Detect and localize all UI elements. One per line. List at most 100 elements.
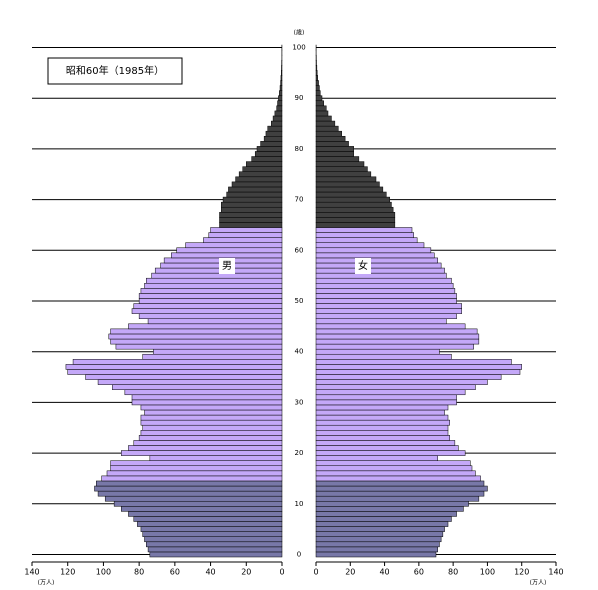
bar: [315, 201, 392, 208]
bar: [315, 440, 456, 446]
bar: [315, 536, 442, 543]
x-tick-label: 40: [205, 568, 215, 577]
bar: [315, 551, 437, 558]
bar: [315, 495, 480, 502]
bar: [94, 485, 283, 492]
bar: [140, 430, 283, 436]
bar: [315, 75, 318, 81]
bars: [65, 44, 522, 558]
bar: [315, 257, 438, 264]
bar: [142, 353, 283, 360]
bar: [315, 333, 480, 340]
bar: [278, 95, 283, 102]
bar: [238, 171, 283, 178]
bar: [315, 323, 466, 330]
bar: [315, 227, 413, 233]
bar: [315, 95, 323, 102]
bar: [315, 485, 488, 492]
bar: [133, 440, 283, 446]
bar: [315, 80, 319, 86]
bar: [315, 252, 435, 259]
bar: [121, 450, 283, 456]
bar: [315, 171, 372, 178]
bar: [281, 65, 283, 71]
bar: [221, 201, 283, 208]
bar: [231, 181, 283, 188]
bar: [315, 430, 449, 436]
bar: [154, 267, 283, 274]
y-tick-label: 20: [295, 449, 304, 457]
bar: [315, 303, 462, 309]
bar: [277, 100, 283, 107]
bar: [219, 212, 283, 218]
bar: [210, 227, 283, 233]
bar: [315, 359, 512, 365]
bar: [72, 359, 283, 365]
bar: [315, 70, 318, 76]
bar: [315, 450, 466, 456]
bar: [121, 506, 283, 512]
bar: [315, 379, 488, 385]
bar: [315, 313, 457, 319]
bar: [315, 222, 396, 228]
bar: [138, 435, 283, 441]
bar: [279, 85, 283, 91]
bar: [315, 237, 418, 243]
bar: [106, 470, 283, 477]
bar: [315, 242, 425, 249]
bar: [171, 252, 283, 259]
bar: [315, 338, 480, 345]
bar: [315, 353, 452, 360]
bar: [315, 409, 445, 416]
bar: [222, 196, 283, 203]
bar: [110, 328, 283, 335]
bar: [176, 247, 283, 254]
bar: [315, 277, 452, 284]
bar: [280, 75, 283, 81]
bar: [315, 526, 445, 532]
bar: [315, 181, 380, 188]
bar: [149, 551, 283, 558]
bar: [140, 404, 283, 411]
bar: [315, 85, 320, 91]
y-tick-label: 80: [295, 145, 304, 153]
bar: [110, 465, 283, 472]
bar: [315, 546, 438, 553]
bar: [315, 130, 342, 137]
bar: [131, 399, 283, 406]
bar: [144, 536, 283, 543]
bar: [315, 272, 447, 279]
bar: [315, 511, 457, 517]
bar: [315, 110, 329, 117]
bar: [315, 65, 318, 71]
bar: [315, 59, 317, 66]
bar: [315, 176, 377, 183]
bar: [315, 490, 485, 497]
bar: [315, 166, 368, 172]
bar: [185, 242, 283, 249]
x-tick-label: 100: [480, 568, 495, 577]
x-tick-label: 20: [241, 568, 251, 577]
bar: [315, 135, 346, 142]
bar: [315, 506, 464, 512]
bar: [151, 272, 283, 279]
bar: [226, 191, 283, 198]
bar: [254, 151, 283, 157]
bar: [315, 516, 452, 522]
bar: [315, 318, 447, 325]
bar: [140, 414, 283, 421]
bar: [108, 333, 283, 340]
x-tick-label: 60: [414, 568, 424, 577]
bar: [219, 217, 283, 223]
bar: [315, 404, 449, 411]
x-tick-label: 140: [548, 568, 563, 577]
bar: [110, 338, 283, 345]
bar: [140, 526, 283, 532]
bar: [315, 232, 414, 238]
axes: 0 10 20 30 40 50 60 70 80 90 100 男 女 0 20 40 60 80 100 120 1…: [24, 44, 563, 577]
y-tick-label: 10: [295, 500, 304, 508]
bar: [133, 303, 283, 309]
bar: [315, 206, 394, 213]
bar: [203, 237, 283, 243]
bar: [315, 541, 440, 548]
